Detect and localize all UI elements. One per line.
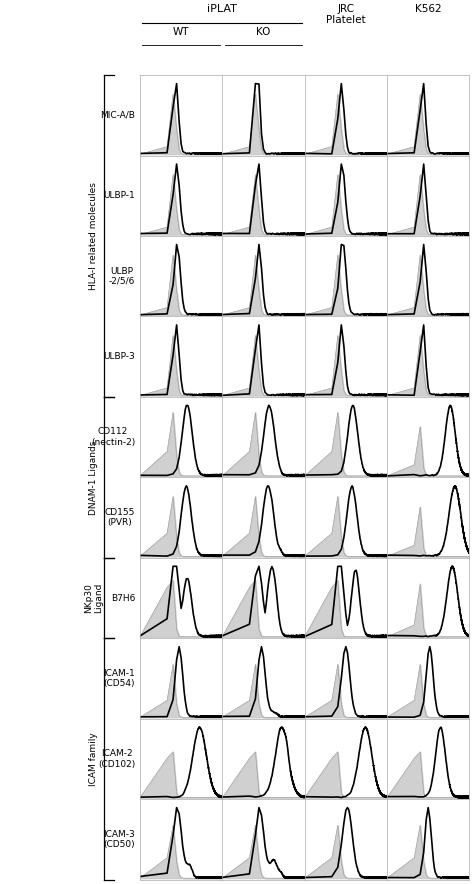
Text: HLA-I related molecules: HLA-I related molecules: [90, 182, 98, 290]
Text: MIC-A/B: MIC-A/B: [100, 110, 135, 120]
Text: ICAM family: ICAM family: [90, 732, 98, 786]
Text: K562: K562: [415, 4, 441, 13]
Text: NKp30
Ligand: NKp30 Ligand: [84, 583, 103, 613]
Text: CD155
(PVR): CD155 (PVR): [105, 508, 135, 527]
Text: ICAM-1
(CD54): ICAM-1 (CD54): [103, 669, 135, 688]
Text: ICAM-3
(CD50): ICAM-3 (CD50): [103, 830, 135, 849]
Text: WT: WT: [173, 27, 189, 37]
Text: B7H6: B7H6: [111, 593, 135, 603]
Text: ULBP
-2/5/6: ULBP -2/5/6: [109, 267, 135, 286]
Text: ICAM-2
(CD102): ICAM-2 (CD102): [98, 750, 135, 768]
Text: CD112
(nectin-2): CD112 (nectin-2): [91, 428, 135, 446]
Text: ULBP-1: ULBP-1: [103, 191, 135, 201]
Text: DNAM-1 Ligands: DNAM-1 Ligands: [90, 440, 98, 514]
Text: ULBP-3: ULBP-3: [103, 352, 135, 362]
Text: iPLAT: iPLAT: [207, 4, 237, 13]
Text: JRC
Platelet: JRC Platelet: [326, 4, 365, 25]
Text: KO: KO: [256, 27, 271, 37]
